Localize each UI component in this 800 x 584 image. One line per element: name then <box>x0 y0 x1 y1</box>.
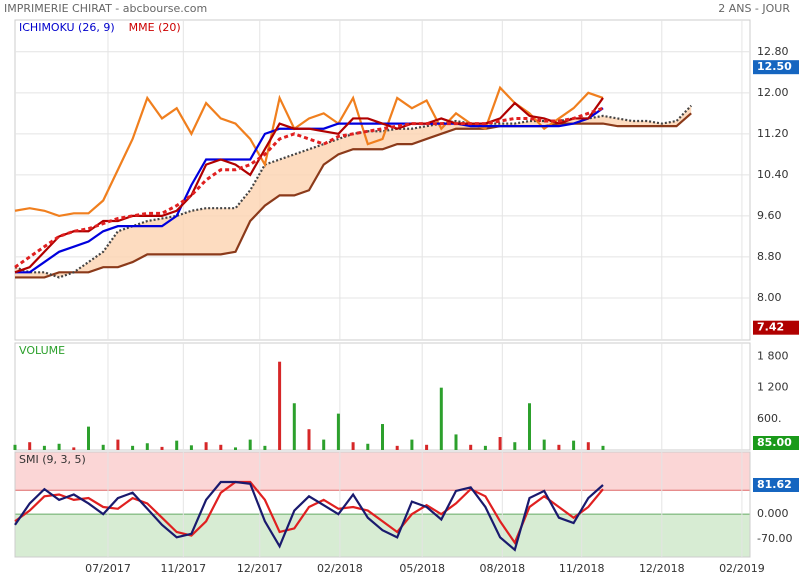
series-line <box>14 97 604 274</box>
x-tick-label: 02/2018 <box>317 562 363 575</box>
volume-bar <box>572 440 576 450</box>
ichimoku-cloud <box>15 105 692 278</box>
volume-bar <box>336 413 340 450</box>
volume-bar <box>87 426 90 450</box>
panel-frame <box>14 19 751 341</box>
y-tick-label: 10.40 <box>757 168 789 181</box>
x-tick-label: 12/2017 <box>237 562 283 575</box>
y-tick-label: 8.80 <box>757 250 782 263</box>
period-label: 2 ANS - JOUR <box>718 2 790 15</box>
volume-bar <box>292 403 296 450</box>
y-tick-label: -70.00 <box>757 532 792 545</box>
last-value-label: 12.50 <box>757 60 792 73</box>
x-tick-label: 11/2018 <box>559 562 605 575</box>
volume-bar <box>351 442 355 450</box>
volume-bar <box>557 444 561 450</box>
last-value-label: 85.00 <box>757 436 792 449</box>
volume-bar <box>189 445 193 450</box>
series-line <box>15 112 692 279</box>
series-line <box>14 480 604 552</box>
legend-entry: MME (20) <box>129 21 181 34</box>
volume-bar <box>13 444 17 450</box>
volume-bar <box>528 403 531 450</box>
volume-bar <box>542 439 546 450</box>
y-tick-label: 0.000 <box>757 507 789 520</box>
x-tick-label: 02/2019 <box>719 562 765 575</box>
volume-bar <box>204 442 208 450</box>
volume-bar <box>469 444 473 450</box>
volume-bar <box>513 442 517 450</box>
series-line <box>14 106 604 269</box>
last-value-badge <box>753 60 799 75</box>
volume-bar <box>28 442 32 450</box>
volume-bar <box>219 444 223 450</box>
volume-bar <box>278 361 282 450</box>
volume-bar <box>601 445 605 450</box>
last-value-badge <box>753 436 799 450</box>
last-value-badge <box>753 320 799 335</box>
volume-bar <box>395 445 399 450</box>
volume-bar <box>116 439 120 450</box>
x-tick-label: 08/2018 <box>479 562 525 575</box>
volume-bar <box>586 442 590 450</box>
panel-title: VOLUME <box>19 344 65 357</box>
legend-entry: ICHIMOKU (26, 9) <box>19 21 115 34</box>
volume-bar <box>410 439 414 450</box>
x-tick-label: 05/2018 <box>399 562 445 575</box>
panel-frame <box>14 451 751 558</box>
volume-bar <box>263 445 267 450</box>
y-tick-label: 1 800 <box>757 350 789 363</box>
volume-bar <box>72 447 76 450</box>
y-tick-label: 12.00 <box>757 86 789 99</box>
volume-bar <box>307 429 311 450</box>
panel-title: SMI (9, 3, 5) <box>19 453 86 466</box>
volume-bar <box>454 434 458 450</box>
volume-bar <box>366 443 370 450</box>
y-tick-label: 8.00 <box>757 291 782 304</box>
last-value-badge <box>753 477 799 492</box>
volume-bar <box>483 445 487 450</box>
volume-bar <box>131 445 135 450</box>
series-line <box>14 85 604 218</box>
x-tick-label: 12/2018 <box>639 562 685 575</box>
last-value-label: 81.62 <box>757 478 792 491</box>
volume-bar <box>160 446 164 450</box>
x-tick-label: 11/2017 <box>160 562 206 575</box>
y-tick-label: 9.60 <box>757 209 782 222</box>
volume-bar <box>322 439 326 450</box>
volume-bar <box>42 445 46 450</box>
y-tick-label: 12.80 <box>757 45 789 58</box>
volume-bar <box>498 437 502 450</box>
y-tick-label: 11.20 <box>757 127 789 140</box>
volume-bar <box>439 387 443 450</box>
y-tick-label: 600. <box>757 412 782 425</box>
volume-bar <box>101 444 105 450</box>
volume-bar <box>57 443 61 450</box>
last-value-label: 7.42 <box>757 321 784 334</box>
x-tick-label: 07/2017 <box>85 562 131 575</box>
chart-title: IMPRIMERIE CHIRAT - abcbourse.com <box>4 2 207 15</box>
volume-bar <box>425 444 429 450</box>
volume-bar <box>145 443 149 450</box>
volume-bar <box>381 424 384 450</box>
y-tick-label: 1 200 <box>757 381 789 394</box>
volume-bar <box>234 447 237 450</box>
overbought-zone <box>15 452 750 491</box>
volume-bar <box>175 440 179 450</box>
volume-bar <box>248 439 252 450</box>
series-line <box>14 480 604 546</box>
